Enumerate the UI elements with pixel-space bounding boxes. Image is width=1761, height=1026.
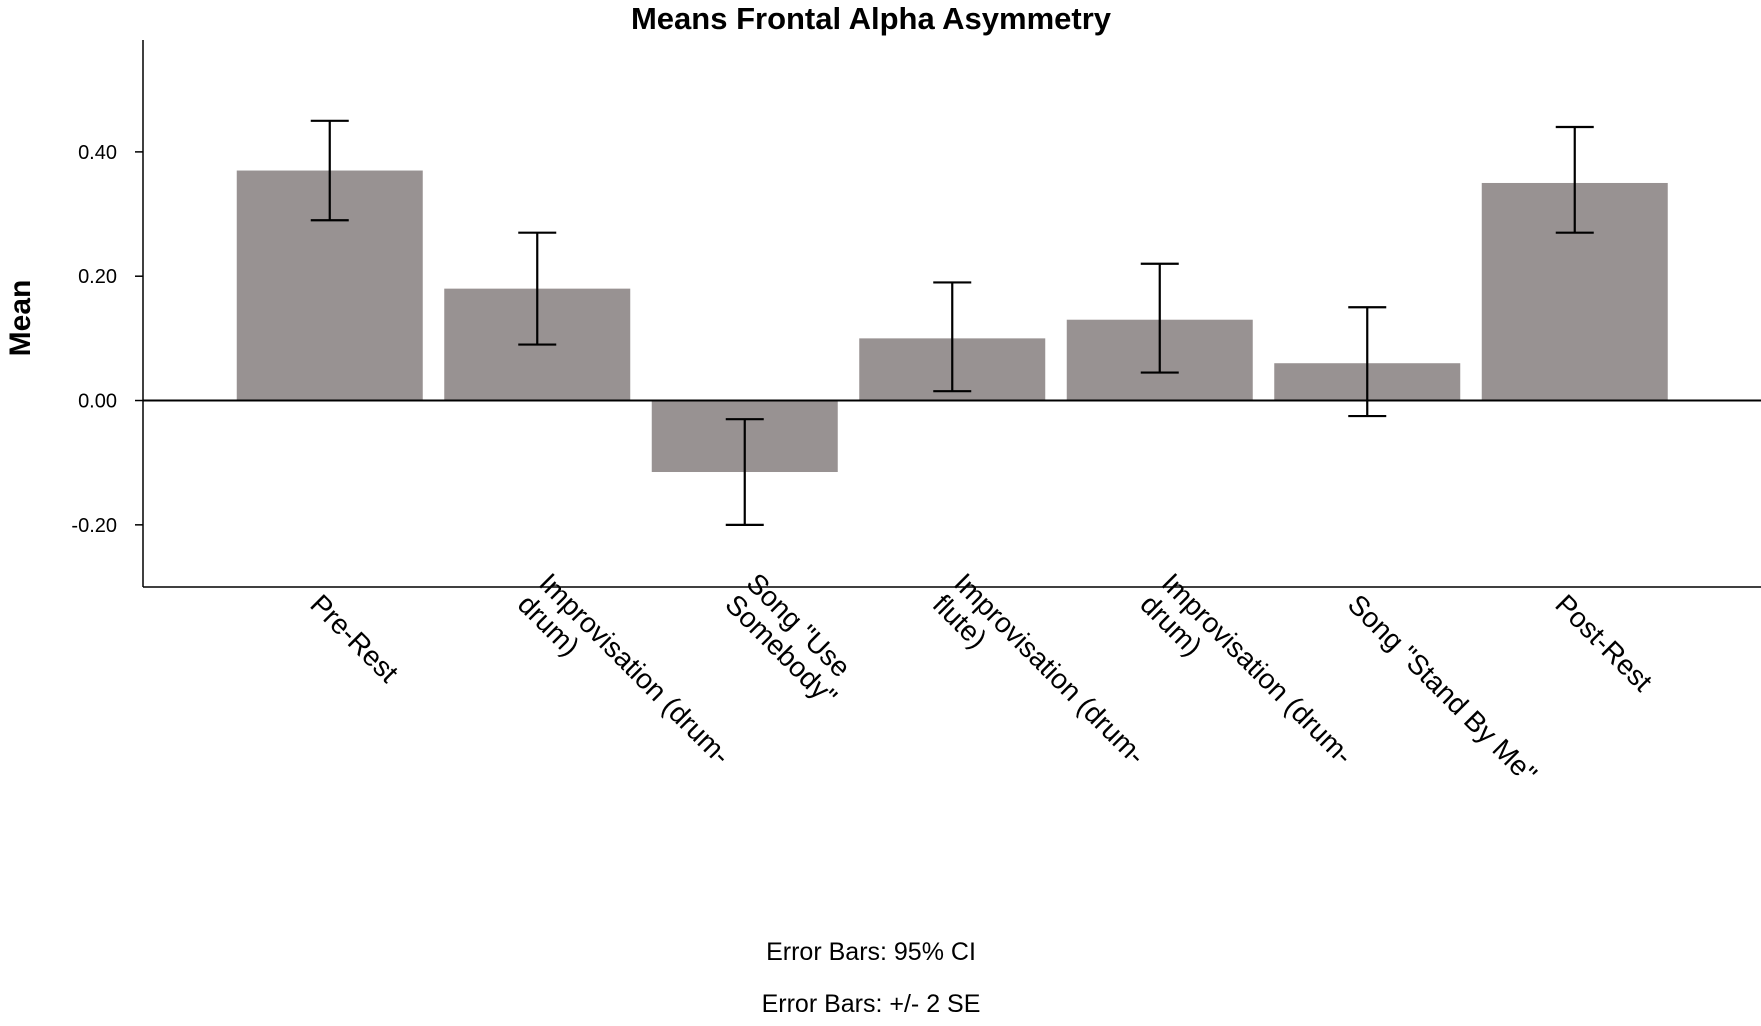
x-tick-label: Song "Stand By Me" bbox=[1342, 588, 1543, 789]
x-tick-label-line: Pre-Rest bbox=[304, 588, 404, 688]
y-axis-label: Mean bbox=[4, 280, 37, 357]
x-tick-label: Improvisation (drum-drum) bbox=[512, 567, 737, 792]
error-bars bbox=[310, 119, 1594, 526]
y-axis: -0.20 0.00 0.20 0.40 bbox=[71, 142, 143, 537]
error-bar bbox=[1348, 306, 1387, 418]
x-tick-label: Song "UseSomebody" bbox=[719, 567, 864, 712]
x-tick-label-text: Song "UseSomebody" bbox=[719, 567, 864, 712]
axes bbox=[142, 40, 1761, 588]
error-bar bbox=[1140, 262, 1179, 374]
x-tick-label-text: Improvisation (drum-drum) bbox=[512, 567, 737, 792]
x-axis-labels: Pre-Rest Improvisation (drum-drum) Song "U… bbox=[304, 567, 1658, 792]
x-tick-label-line: Post-Rest bbox=[1549, 588, 1658, 697]
x-tick-label-line: Song "Stand By Me" bbox=[1342, 588, 1543, 789]
error-bar bbox=[933, 281, 972, 393]
x-tick-label: Post-Rest bbox=[1549, 588, 1658, 697]
x-tick-label: Pre-Rest bbox=[304, 588, 404, 688]
chart-title: Means Frontal Alpha Asymmetry bbox=[631, 1, 1112, 36]
footnote-ci: Error Bars: 95% CI bbox=[766, 938, 976, 966]
x-tick-label-text: Pre-Rest bbox=[304, 588, 404, 688]
y-tick-label: 0.40 bbox=[78, 142, 117, 164]
error-bar bbox=[1555, 125, 1594, 234]
y-tick-label: 0.20 bbox=[78, 266, 117, 288]
x-tick-label-line: Improvisation (drum- bbox=[533, 567, 736, 770]
y-tick-label: -0.20 bbox=[71, 515, 117, 537]
error-bar bbox=[518, 231, 557, 346]
x-tick-label-line: Improvisation (drum- bbox=[1156, 567, 1359, 770]
x-tick-label-text: Song "Stand By Me" bbox=[1342, 588, 1543, 789]
footnote-se: Error Bars: +/- 2 SE bbox=[762, 990, 981, 1018]
error-bar bbox=[725, 418, 764, 526]
x-tick-label-text: Improvisation (drum-drum) bbox=[1134, 567, 1359, 792]
x-tick-label-text: Post-Rest bbox=[1549, 588, 1658, 697]
error-bar bbox=[310, 119, 349, 222]
x-tick-label: Improvisation (drum-flute) bbox=[927, 567, 1152, 792]
x-tick-label: Improvisation (drum-drum) bbox=[1134, 567, 1359, 792]
x-tick-label-line: Improvisation (drum- bbox=[948, 567, 1151, 770]
y-tick-label: 0.00 bbox=[78, 391, 117, 413]
x-tick-label-text: Improvisation (drum-flute) bbox=[927, 567, 1152, 792]
